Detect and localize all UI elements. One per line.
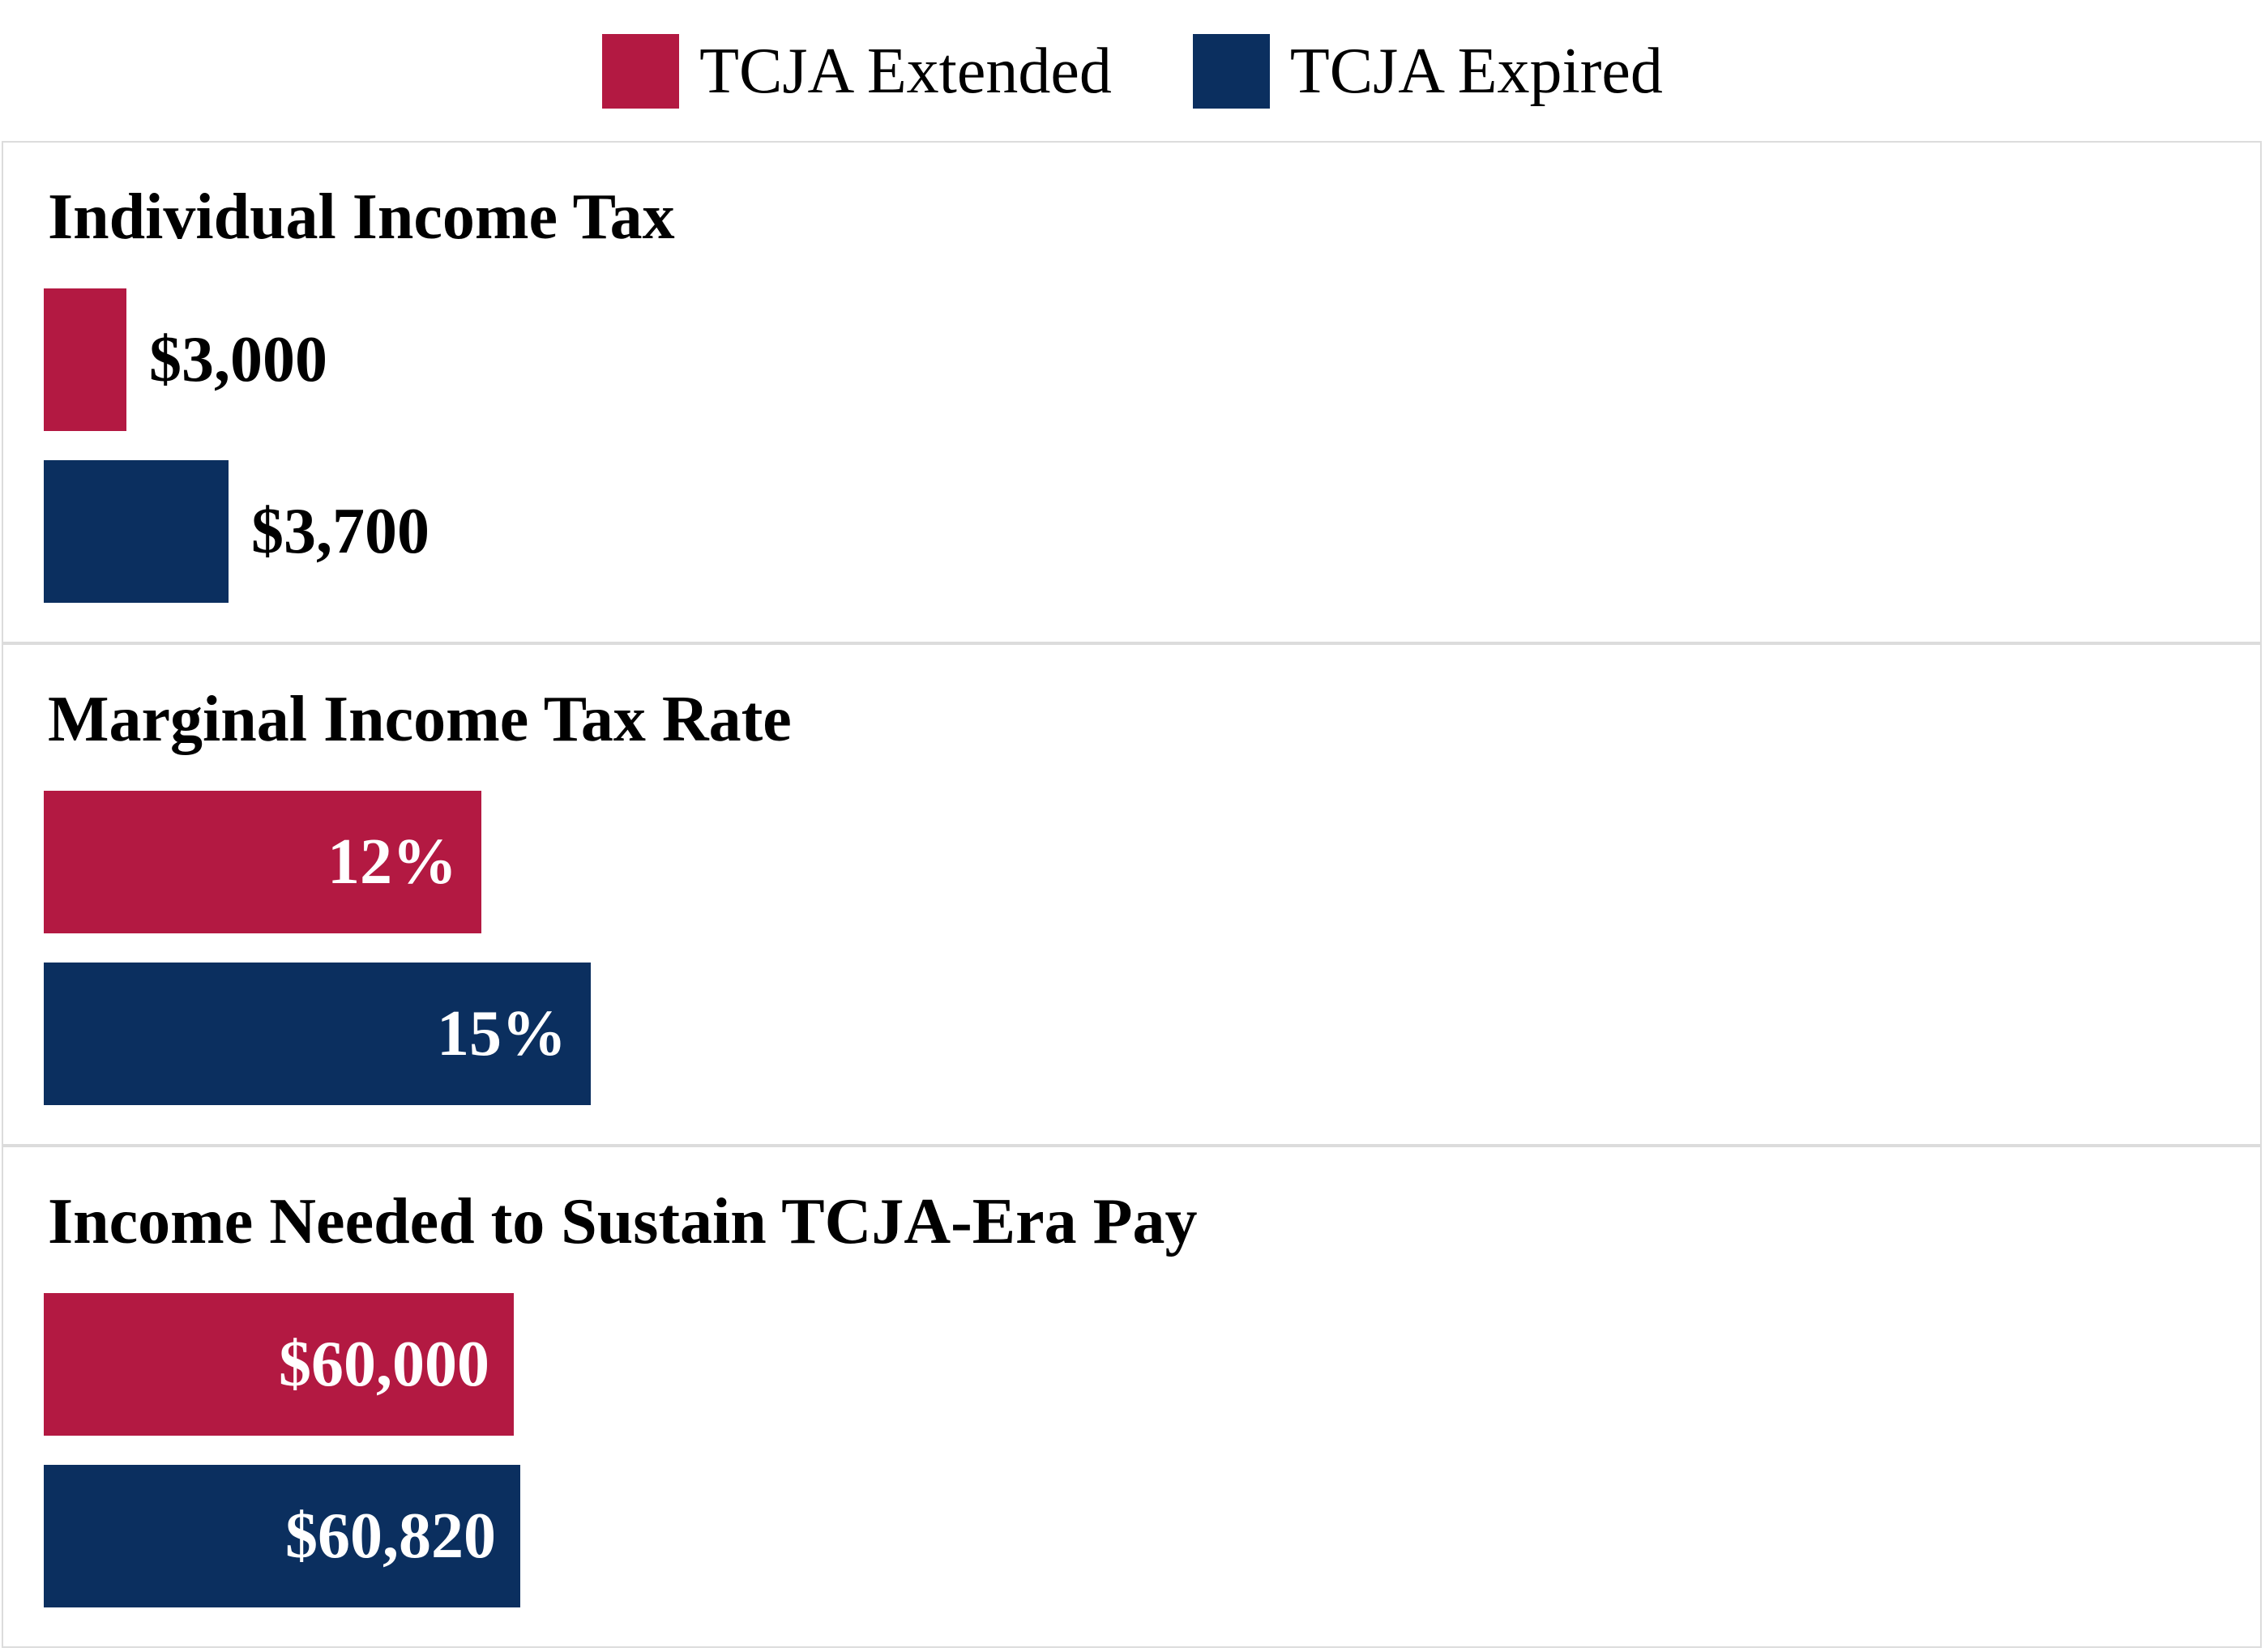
panel-income-needed: Income Needed to Sustain TCJA-Era Pay $6… xyxy=(2,1146,2262,1648)
bar-value-label: 12% xyxy=(327,826,457,898)
legend-item-extended: TCJA Extended xyxy=(602,33,1112,109)
bar-extended xyxy=(44,791,481,933)
panel-marginal-rate: Marginal Income Tax Rate 12% 15% xyxy=(2,643,2262,1146)
panel-individual-income-tax: Individual Income Tax $3,000 $3,700 xyxy=(2,141,2262,643)
bar-expired xyxy=(44,460,229,603)
bar-value-label: $60,000 xyxy=(279,1329,489,1400)
legend-swatch-extended xyxy=(602,33,680,109)
legend-label-extended: TCJA Extended xyxy=(699,35,1112,107)
bar-expired xyxy=(44,963,591,1105)
bar-extended xyxy=(44,288,126,431)
legend-swatch-expired xyxy=(1192,33,1270,109)
legend: TCJA Extended TCJA Expired xyxy=(0,0,2265,142)
bar-value-label: $3,700 xyxy=(251,496,429,567)
bar-value-label: $3,000 xyxy=(149,324,327,395)
panel-title: Individual Income Tax xyxy=(48,181,675,253)
panel-title: Marginal Income Tax Rate xyxy=(48,684,792,755)
bar-value-label: $60,820 xyxy=(285,1500,496,1572)
legend-item-expired: TCJA Expired xyxy=(1192,33,1663,109)
bar-value-label: 15% xyxy=(437,998,566,1069)
legend-label-expired: TCJA Expired xyxy=(1289,35,1663,107)
bar-extended xyxy=(44,1293,514,1436)
panel-title: Income Needed to Sustain TCJA-Era Pay xyxy=(48,1186,1198,1257)
bar-expired xyxy=(44,1465,520,1607)
